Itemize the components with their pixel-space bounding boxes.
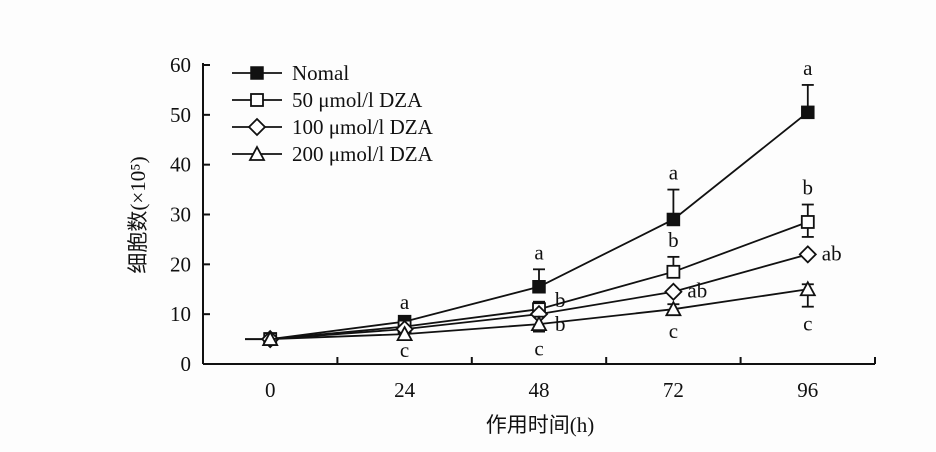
x-axis-label: 作用时间(h) <box>486 413 595 437</box>
open-square-marker <box>250 93 264 107</box>
open-square-marker <box>800 215 815 229</box>
legend: Nomal 50 μmol/l DZA 100 μmol/l DZA 200 μmol… <box>232 61 434 166</box>
open-triangle-marker <box>530 315 548 332</box>
x-tick-label: 96 <box>797 378 818 402</box>
significance-letter: a <box>803 56 813 80</box>
open-triangle-marker <box>261 330 279 346</box>
significance-letter: a <box>534 240 544 264</box>
y-tick-label: 40 <box>170 153 191 177</box>
significance-letter: b <box>668 228 679 252</box>
x-tick-label: 24 <box>394 378 416 402</box>
open-triangle-marker <box>396 325 414 342</box>
x-tick-label: 48 <box>529 378 550 402</box>
significance-letter: c <box>803 312 812 336</box>
significance-letter: a <box>669 161 679 185</box>
x-tick-label: 0 <box>265 378 276 402</box>
y-tick-label: 10 <box>170 302 191 326</box>
significance-letter: c <box>669 319 678 343</box>
x-tick-label: 72 <box>663 378 684 402</box>
open-diamond-marker <box>798 245 818 264</box>
y-tick-label: 30 <box>170 203 191 227</box>
significance-letter: b <box>803 176 814 200</box>
filled-square-marker <box>532 280 546 294</box>
legend-label: 100 μmol/l DZA <box>292 115 434 139</box>
significance-letter: ab <box>687 279 707 303</box>
open-diamond-marker <box>664 282 683 302</box>
legend-label: 200 μmol/l DZA <box>292 142 434 166</box>
y-tick-label: 50 <box>170 103 191 127</box>
y-axis-label: 细胞数(×10⁵) <box>126 156 150 273</box>
y-tick-label: 20 <box>170 252 191 276</box>
open-triangle-marker <box>799 280 817 297</box>
significance-letter: c <box>400 338 409 362</box>
open-triangle-marker <box>664 300 682 317</box>
significance-letter: c <box>534 337 543 361</box>
legend-label: 50 μmol/l DZA <box>292 88 423 112</box>
open-square-marker <box>666 264 681 279</box>
y-tick-label: 60 <box>170 53 191 77</box>
significance-letter: a <box>400 290 410 314</box>
y-tick-label: 0 <box>181 352 192 376</box>
legend-label: Nomal <box>292 61 349 85</box>
significance-letter: b <box>555 312 566 336</box>
filled-square-marker <box>250 66 264 80</box>
filled-square-marker <box>666 212 681 227</box>
open-diamond-marker <box>247 117 267 137</box>
significance-letter: b <box>555 288 566 312</box>
filled-square-marker <box>801 105 815 120</box>
series-3: c c c c <box>261 280 817 362</box>
significance-letter: ab <box>822 241 842 265</box>
open-triangle-marker <box>248 145 266 161</box>
